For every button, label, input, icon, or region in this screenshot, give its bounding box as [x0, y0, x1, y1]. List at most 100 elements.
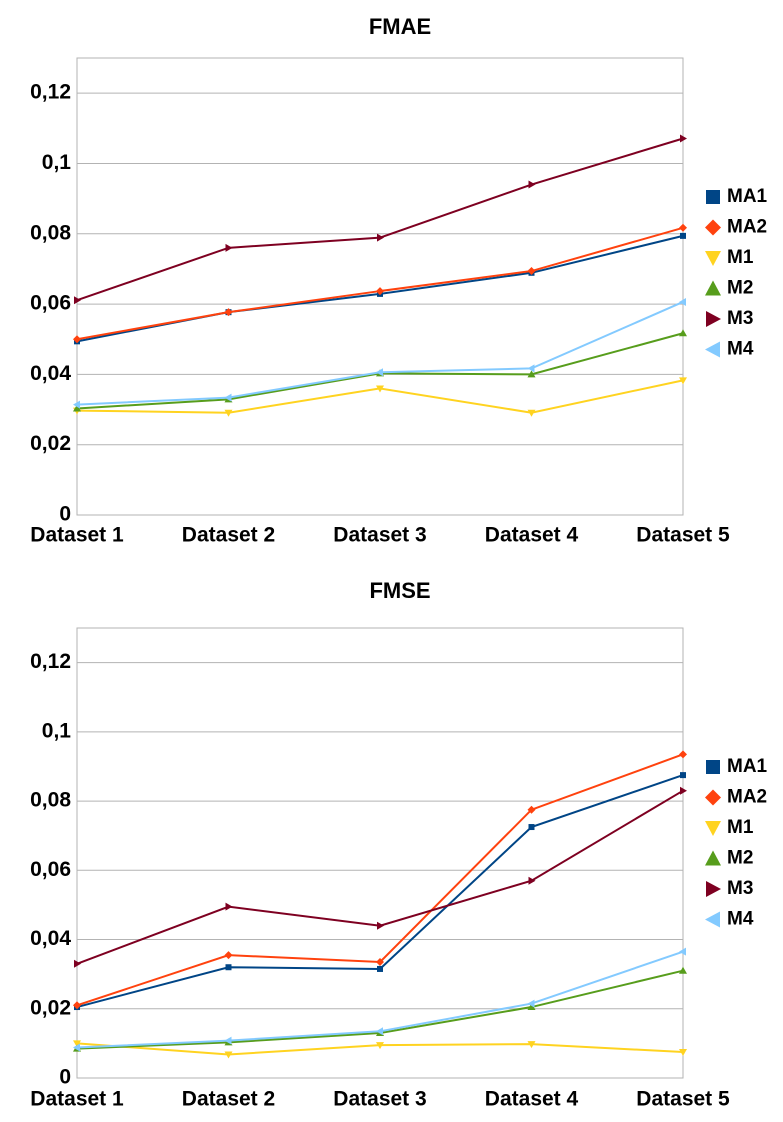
data-point	[528, 824, 535, 831]
x-tick-label: Dataset 1	[30, 1088, 124, 1111]
x-tick-label: Dataset 2	[182, 1088, 275, 1111]
y-tick-label: 0,08	[30, 221, 71, 244]
data-point	[377, 965, 383, 972]
series-line	[76, 774, 684, 1009]
data-point	[527, 267, 536, 276]
legend-marker	[705, 251, 721, 266]
legend-label: MA2	[727, 787, 767, 808]
legend-marker	[705, 219, 721, 236]
data-point	[527, 409, 536, 417]
legend-label: M3	[727, 308, 753, 329]
data-point	[527, 805, 536, 814]
data-point	[680, 786, 687, 795]
data-point	[225, 902, 233, 911]
data-point	[527, 999, 535, 1008]
data-point	[679, 223, 687, 232]
data-point	[679, 750, 687, 759]
legend-label: M3	[727, 878, 753, 899]
legend-marker	[705, 341, 720, 358]
data-point	[527, 1041, 536, 1049]
data-point	[528, 876, 536, 885]
chart-title: FMAE	[369, 14, 431, 39]
data-point	[73, 1043, 80, 1052]
chart: FMSE 0 0,02 0,04 0,06 0,08 0,1 0,12 Dataset 1 Dat…	[30, 578, 767, 1111]
data-point	[73, 404, 81, 412]
legend-label: MA2	[727, 217, 767, 238]
data-point	[679, 1049, 687, 1057]
data-point	[679, 947, 686, 956]
data-point	[376, 1042, 384, 1050]
y-tick-label: 0,08	[30, 789, 71, 812]
x-tick-label: Dataset 5	[636, 1088, 730, 1111]
data-point	[680, 772, 686, 779]
y-tick-label: 0,02	[30, 996, 71, 1019]
legend-label: M1	[727, 247, 754, 268]
y-tick-label: 0,06	[30, 292, 71, 315]
data-point	[225, 243, 233, 252]
data-point	[527, 370, 536, 378]
y-tick-label: 0,04	[30, 927, 71, 950]
data-point	[376, 1027, 383, 1036]
x-tick-label: Dataset 1	[30, 524, 124, 547]
x-tick-label: Dataset 4	[485, 1088, 579, 1111]
x-tick-label: Dataset 3	[333, 1088, 426, 1111]
legend-label: M4	[727, 909, 754, 930]
legend-marker	[706, 311, 721, 327]
legend-marker	[706, 881, 721, 897]
x-tick-label: Dataset 4	[485, 524, 579, 547]
legend-label: MA1	[727, 186, 768, 207]
data-point	[224, 951, 233, 960]
x-tick-label: Dataset 2	[182, 524, 275, 547]
series-line	[76, 137, 684, 302]
plot-frame	[76, 627, 684, 1079]
y-tick-label: 0,12	[30, 81, 71, 104]
chart-title: FMSE	[369, 578, 430, 603]
data-point	[224, 1036, 232, 1045]
data-point	[225, 964, 232, 971]
series-line	[76, 379, 684, 414]
data-point	[679, 297, 686, 306]
data-point	[376, 385, 384, 393]
data-point	[377, 233, 384, 242]
series-line	[76, 226, 684, 341]
legend-marker	[705, 280, 721, 296]
x-tick-label: Dataset 5	[636, 524, 730, 547]
data-point	[73, 335, 81, 344]
y-tick-label: 0,02	[30, 432, 71, 455]
chart: FMAE 0 0,02 0,04 0,06 0,08 0,1 0,12 Dataset 1 Dat…	[30, 14, 767, 547]
legend-label: M1	[727, 817, 754, 838]
legend-marker	[706, 760, 720, 774]
legend-marker	[705, 911, 720, 928]
data-point	[73, 400, 80, 409]
data-point	[679, 377, 687, 385]
data-point	[376, 287, 384, 296]
data-point	[679, 329, 687, 337]
legend-label: M4	[727, 339, 754, 360]
data-point	[527, 364, 535, 373]
data-point	[74, 959, 81, 968]
x-tick-label: Dataset 3	[333, 524, 426, 547]
y-tick-label: 0,1	[42, 719, 72, 742]
data-point	[680, 232, 686, 239]
data-point	[73, 1040, 81, 1048]
series-line	[76, 789, 684, 965]
legend-label: M2	[727, 278, 753, 299]
legend-marker	[705, 789, 721, 806]
legend-label: MA1	[727, 756, 768, 777]
data-point	[73, 1001, 81, 1010]
legend-marker	[706, 190, 720, 204]
data-point	[74, 296, 81, 305]
data-point	[224, 308, 233, 317]
legend-marker	[705, 850, 721, 866]
data-point	[376, 958, 384, 967]
y-tick-label: 0,12	[30, 650, 71, 673]
legend-label: M2	[727, 848, 753, 869]
data-point	[376, 368, 383, 377]
y-tick-label: 0,04	[30, 362, 71, 385]
data-point	[224, 393, 232, 402]
data-point	[680, 134, 687, 143]
data-point	[224, 409, 233, 417]
data-point	[528, 180, 536, 189]
plot-frame	[76, 57, 684, 516]
